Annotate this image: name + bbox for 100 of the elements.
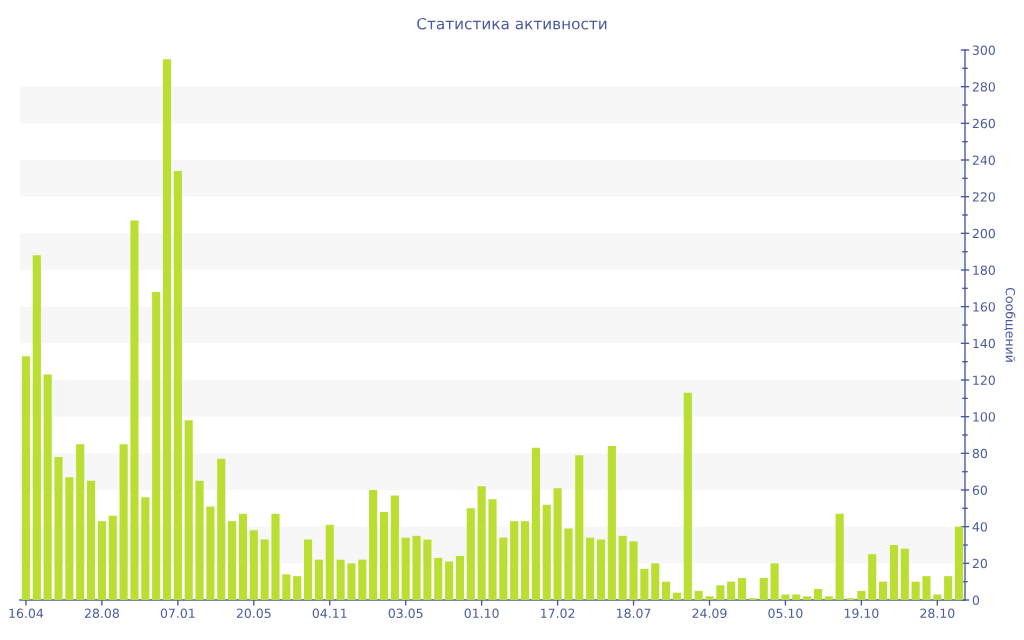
bar bbox=[358, 559, 367, 600]
bar bbox=[835, 513, 844, 600]
bar bbox=[596, 539, 606, 600]
x-tick-label: 20.05 bbox=[236, 608, 271, 619]
bar bbox=[672, 592, 682, 600]
bar bbox=[759, 578, 768, 600]
y-tick-label: 20 bbox=[972, 558, 988, 569]
bar bbox=[553, 488, 562, 600]
bar bbox=[162, 59, 172, 600]
bar bbox=[542, 504, 551, 600]
bar bbox=[249, 530, 258, 600]
bar bbox=[520, 521, 530, 600]
bar bbox=[911, 581, 920, 600]
y-tick-label: 140 bbox=[973, 338, 995, 349]
bar bbox=[781, 594, 790, 600]
bar bbox=[455, 556, 465, 600]
bar bbox=[108, 515, 117, 600]
bar bbox=[683, 392, 692, 600]
bar bbox=[369, 490, 378, 600]
bar bbox=[412, 535, 421, 600]
bar bbox=[477, 486, 486, 600]
y-tick-label: 300 bbox=[972, 45, 995, 55]
bar bbox=[43, 374, 52, 600]
bar bbox=[141, 497, 150, 600]
y-tick-label: 280 bbox=[972, 82, 995, 92]
y-tick-label: 0 bbox=[972, 595, 980, 605]
bar bbox=[879, 581, 888, 600]
bar bbox=[325, 524, 334, 600]
x-tick-label: 03.05 bbox=[388, 608, 423, 619]
bar bbox=[314, 559, 323, 600]
bar bbox=[770, 563, 779, 600]
x-tick-label: 17.02 bbox=[541, 608, 575, 619]
bar bbox=[813, 589, 823, 600]
bar bbox=[716, 585, 725, 600]
x-tick-label: 18.07 bbox=[617, 608, 651, 619]
bar bbox=[640, 568, 649, 600]
bar bbox=[694, 590, 703, 600]
bar bbox=[401, 537, 410, 600]
bar bbox=[564, 528, 573, 600]
x-tick-label: 04.11 bbox=[312, 608, 347, 619]
bar bbox=[618, 535, 627, 600]
y-tick-label: 60 bbox=[972, 485, 988, 495]
bar bbox=[32, 255, 41, 600]
y-tick-label: 100 bbox=[973, 412, 995, 422]
bar bbox=[76, 444, 85, 600]
y-tick-label: 260 bbox=[972, 118, 995, 129]
bar bbox=[217, 458, 226, 600]
bar bbox=[195, 480, 204, 600]
bar bbox=[900, 548, 909, 600]
bar bbox=[434, 557, 443, 600]
bar bbox=[824, 596, 833, 600]
bar bbox=[184, 420, 193, 600]
bar bbox=[390, 495, 399, 600]
y-tick-label: 180 bbox=[973, 265, 995, 275]
bar bbox=[575, 455, 584, 600]
x-tick-label: 28.08 bbox=[84, 608, 119, 619]
bar bbox=[130, 220, 139, 600]
bar bbox=[65, 477, 74, 600]
bar bbox=[607, 446, 616, 600]
bar bbox=[868, 554, 877, 600]
bar bbox=[629, 541, 638, 600]
x-tick-label: 24.09 bbox=[692, 608, 727, 619]
bar bbox=[238, 513, 248, 600]
bar bbox=[206, 506, 215, 600]
bar bbox=[303, 539, 313, 600]
bar bbox=[87, 480, 96, 600]
bar bbox=[347, 563, 356, 600]
bar bbox=[727, 581, 736, 600]
y-tick-label: 200 bbox=[972, 228, 995, 239]
y-tick-label: 160 bbox=[973, 302, 995, 312]
x-tick-label: 05.10 bbox=[768, 608, 803, 619]
bar bbox=[922, 576, 931, 600]
x-tick-label: 19.10 bbox=[844, 608, 879, 619]
x-tick-label: 07.01 bbox=[160, 608, 195, 619]
y-tick-label: 120 bbox=[973, 375, 995, 385]
y-tick-label: 80 bbox=[972, 448, 988, 459]
bar bbox=[152, 292, 161, 600]
bar bbox=[944, 576, 953, 600]
bar bbox=[271, 513, 280, 600]
x-tick-label: 16.04 bbox=[9, 608, 44, 619]
y-tick-label: 40 bbox=[972, 522, 988, 532]
bar bbox=[531, 447, 540, 600]
bar bbox=[651, 563, 660, 600]
bar bbox=[423, 539, 432, 600]
bar bbox=[260, 539, 269, 600]
y-axis-title: Сообщений bbox=[1004, 287, 1016, 362]
bar bbox=[379, 512, 389, 600]
y-tick-label: 220 bbox=[972, 192, 995, 202]
bar bbox=[954, 526, 964, 600]
y-tick-label: 240 bbox=[972, 155, 995, 165]
bar bbox=[499, 537, 508, 600]
bar bbox=[228, 521, 237, 600]
bar bbox=[293, 576, 302, 600]
bar bbox=[586, 537, 595, 600]
bar bbox=[21, 356, 31, 600]
bar bbox=[737, 578, 747, 600]
bar bbox=[488, 499, 497, 600]
bar bbox=[97, 521, 106, 600]
bar bbox=[336, 559, 345, 600]
bar bbox=[889, 545, 898, 600]
